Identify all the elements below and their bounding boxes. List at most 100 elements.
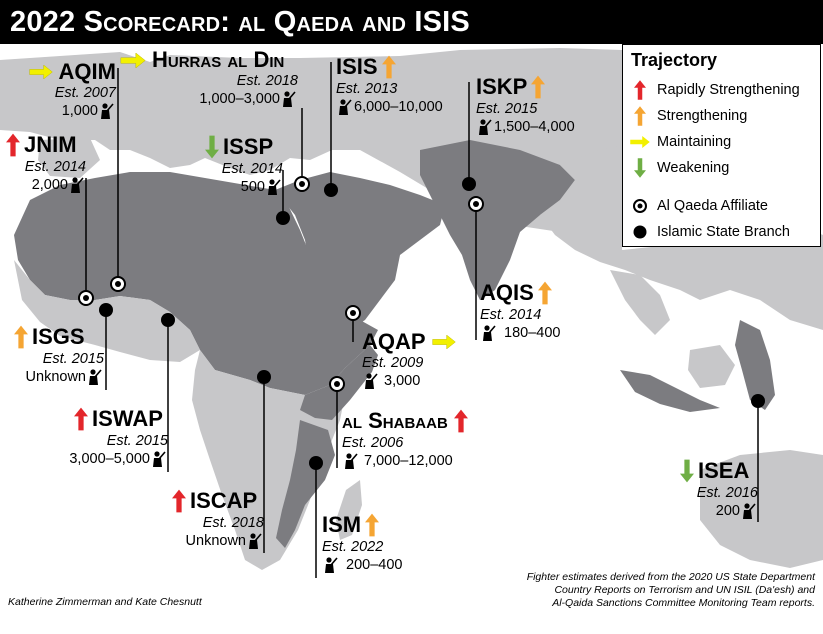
legend: Trajectory Rapidly Strengthening Strengt… (622, 44, 821, 247)
group-name: ISCAP (190, 488, 258, 513)
green-down-arrow-icon (629, 157, 651, 179)
fighter-icon (344, 453, 358, 469)
group-established: Est. 2022 (322, 539, 384, 555)
fighter-icon (248, 533, 262, 549)
marker-iswap (161, 313, 175, 327)
group-label-jnim: JNIM Est. 2014 2,000 (6, 132, 86, 194)
group-name: ISWAP (92, 406, 163, 431)
fighter-icon (482, 325, 496, 341)
marker-aqap (345, 305, 361, 321)
orange-up-arrow-icon (14, 324, 28, 350)
red-up-arrow-icon (629, 79, 651, 101)
australia (700, 450, 823, 568)
title-bar: 2022 Scorecard: al Qaeda and ISIS (0, 0, 823, 44)
south-asia (420, 140, 575, 300)
fighter-icon (478, 119, 492, 135)
group-established: Est. 2015 (476, 101, 538, 117)
group-fighters: 1,500–4,000 (494, 119, 575, 135)
source-note: Fighter estimates derived from the 2020 … (526, 571, 815, 609)
al-qaeda-marker-icon (629, 195, 651, 217)
green-down-arrow-icon (680, 458, 694, 484)
group-label-aqis: AQIS Est. 2014 180–400 (480, 280, 560, 342)
fighter-icon (100, 103, 114, 119)
madagascar (336, 480, 362, 540)
group-established: Est. 2013 (336, 81, 398, 97)
southeast-asia (610, 270, 670, 335)
group-established: Est. 2016 (696, 485, 758, 501)
group-fighters: 2,000 (31, 177, 68, 193)
fighter-icon (324, 557, 338, 573)
marker-hurras (294, 176, 310, 192)
borneo (688, 345, 735, 388)
red-up-arrow-icon (6, 132, 20, 158)
group-label-isgs: ISGS Est. 2015 Unknown (14, 324, 104, 386)
group-label-aqap: AQAP Est. 2009 3,000 (362, 330, 456, 390)
group-established: Est. 2018 (236, 73, 298, 89)
yellow-right-arrow-icon (29, 65, 53, 79)
orange-up-arrow-icon (382, 54, 396, 80)
red-up-arrow-icon (74, 406, 88, 432)
group-established: Est. 2018 (202, 515, 264, 531)
marker-aqim (110, 276, 126, 292)
group-label-issp: ISSP Est. 2014 500 (205, 134, 283, 196)
group-fighters: 7,000–12,000 (364, 453, 453, 469)
middle-east (275, 172, 445, 330)
orange-up-arrow-icon (538, 280, 552, 306)
group-label-isea: ISEA Est. 2016 200 (680, 458, 758, 520)
islamic-state-marker-icon (629, 221, 651, 243)
marker-aqis (468, 196, 484, 212)
group-label-iskp: ISKP Est. 2015 1,500–4,000 (476, 74, 575, 136)
fighter-icon (282, 91, 296, 107)
group-fighters: 500 (240, 179, 265, 195)
fighter-icon (742, 503, 756, 519)
green-down-arrow-icon (205, 134, 219, 160)
red-up-arrow-icon (172, 488, 186, 514)
marker-ism (309, 456, 323, 470)
red-up-arrow-icon (454, 408, 468, 434)
group-name: ISM (322, 512, 362, 537)
group-label-iswap: ISWAP Est. 2015 3,000–5,000 (60, 406, 168, 468)
legend-item-rapidly-strengthening: Rapidly Strengthening (629, 79, 800, 101)
yellow-right-arrow-icon (432, 335, 456, 349)
orange-up-arrow-icon (365, 512, 379, 538)
group-name: ISIS (336, 54, 378, 79)
group-name: AQIM (58, 59, 116, 84)
fighter-icon (152, 451, 166, 467)
indonesia (620, 370, 720, 412)
marker-iscap (257, 370, 271, 384)
group-label-aqim: AQIM Est. 2007 1,000 (26, 60, 116, 120)
group-label-iscap: ISCAP Est. 2018 Unknown (172, 488, 264, 550)
group-fighters: 1,000–3,000 (199, 91, 280, 107)
fighter-icon (364, 373, 378, 389)
group-name: AQAP (362, 329, 426, 354)
group-label-isis: ISIS Est. 2013 6,000–10,000 (336, 54, 443, 116)
yellow-right-arrow-icon (629, 131, 651, 153)
marker-iskp (462, 177, 476, 191)
group-fighters: 200 (715, 503, 740, 519)
author-credit: Katherine Zimmerman and Kate Chesnutt (8, 596, 202, 608)
philippines (735, 320, 775, 410)
fighter-icon (267, 179, 281, 195)
marker-shabaab (329, 376, 345, 392)
group-established: Est. 2014 (221, 161, 283, 177)
group-fighters: 3,000–5,000 (69, 451, 150, 467)
fighter-icon (70, 177, 84, 193)
mozambique (276, 420, 335, 548)
group-established: Est. 2006 (342, 435, 404, 451)
group-fighters: 180–400 (504, 325, 561, 341)
legend-item-al-qaeda: Al Qaeda Affiliate (629, 195, 768, 217)
group-established: Est. 2014 (24, 159, 86, 175)
marker-jnim (78, 290, 94, 306)
group-fighters: 3,000 (384, 373, 421, 389)
group-established: Est. 2015 (106, 433, 168, 449)
group-established: Est. 2015 (42, 351, 104, 367)
orange-up-arrow-icon (531, 74, 545, 100)
iberia (38, 138, 100, 178)
group-established: Est. 2014 (480, 307, 542, 323)
marker-isgs (99, 303, 113, 317)
marker-isea (751, 394, 765, 408)
group-fighters: 200–400 (346, 557, 403, 573)
group-name: AQIS (480, 280, 534, 305)
group-label-shabaab: al Shabaab Est. 2006 7,000–12,000 (342, 408, 468, 470)
marker-isis (324, 183, 338, 197)
